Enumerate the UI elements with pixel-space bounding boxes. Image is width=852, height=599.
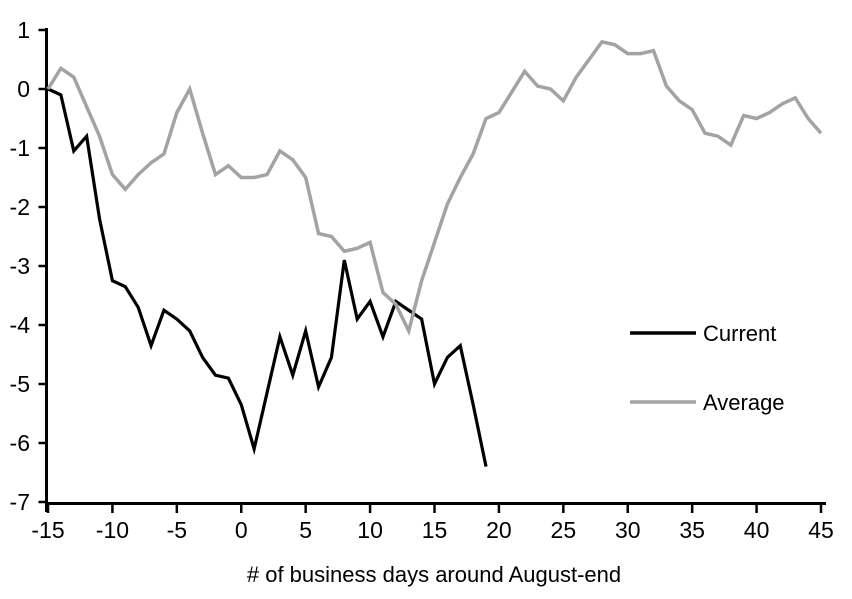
series-line-current: [47, 87, 488, 467]
y-tick-label: -2: [10, 194, 30, 220]
y-tick-label: 0: [17, 76, 30, 102]
y-tick-label: 1: [17, 17, 30, 43]
axes: 10-1-2-3-4-5-6-7-15 -10 -5 0 5 10 15 20 25 30 35 40…: [10, 17, 834, 543]
x-tick-label: 30: [615, 517, 641, 543]
y-tick-label: -5: [10, 371, 30, 397]
x-tick-label: -5: [167, 517, 187, 543]
x-axis-title: # of business days around August-end: [247, 562, 621, 587]
x-tick-label: 10: [357, 517, 383, 543]
y-tick-label: -3: [10, 253, 30, 279]
x-tick-label: 0: [235, 517, 248, 543]
y-tick-label: -6: [10, 430, 30, 456]
series-line-average: [46, 39, 823, 336]
y-tick-label: -4: [10, 312, 31, 338]
x-tick-label: 25: [551, 517, 577, 543]
legend: Current Average: [630, 321, 785, 415]
x-tick-label: 35: [679, 517, 705, 543]
y-tick-label: -7: [10, 489, 30, 515]
y-tick-label: -1: [10, 135, 30, 161]
x-tick-label: 45: [808, 517, 834, 543]
legend-label-average: Average: [703, 390, 785, 415]
x-tick-label: -15: [31, 517, 64, 543]
x-tick-label: -10: [96, 517, 129, 543]
x-tick-label: 40: [744, 517, 770, 543]
x-tick-label: 15: [422, 517, 448, 543]
series-lines: [46, 39, 823, 467]
legend-label-current: Current: [703, 321, 776, 346]
x-tick-label: 5: [299, 517, 312, 543]
x-tick-label: 20: [486, 517, 512, 543]
